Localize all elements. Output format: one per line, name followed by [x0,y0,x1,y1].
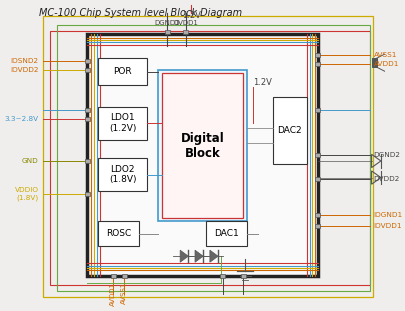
Text: GND: GND [22,158,39,164]
Bar [315,224,320,228]
Bar [273,97,307,164]
Bar [87,34,318,276]
Bar [183,30,188,35]
Bar [315,213,320,217]
Text: ROSC: ROSC [106,229,131,238]
Polygon shape [180,250,188,262]
Bar [241,274,246,278]
Bar [50,31,370,285]
Bar [111,274,116,278]
Bar [122,274,127,278]
Bar [98,221,139,246]
Text: DAC2: DAC2 [277,126,302,135]
Text: DVDD2: DVDD2 [373,176,400,182]
Bar [158,70,247,221]
Polygon shape [210,250,218,262]
Text: POR: POR [113,67,132,76]
Text: IOSND2: IOSND2 [11,58,39,64]
Text: VDDIO
(1.8V): VDDIO (1.8V) [15,188,39,201]
Text: 3.3~2.8V: 3.3~2.8V [5,116,39,122]
Text: DGND1: DGND1 [154,21,180,26]
Bar [315,62,320,66]
Bar [206,221,247,246]
Bar [85,59,90,63]
Bar [315,53,320,57]
Text: DGND2: DGND2 [373,152,401,158]
Text: Digital
Block: Digital Block [181,132,224,160]
Bar [43,16,373,297]
Text: DAC1: DAC1 [214,229,239,238]
Polygon shape [195,250,203,262]
Text: AVSS1: AVSS1 [373,52,397,58]
Text: IOVDD1: IOVDD1 [373,223,402,229]
Bar [85,117,90,121]
Bar [85,68,90,72]
Bar [58,25,370,291]
Bar [220,274,225,278]
Bar [315,177,320,181]
Bar [98,58,147,85]
Bar [371,58,377,67]
Text: AVDD1: AVDD1 [110,282,116,306]
Bar [165,30,170,35]
Bar [85,192,90,196]
Bar [85,108,90,112]
Text: AVSS1: AVSS1 [122,282,128,304]
Text: LDO1
(1.2V): LDO1 (1.2V) [109,114,136,133]
Text: 1.2V: 1.2V [253,78,271,87]
Text: IOVDD2: IOVDD2 [11,67,39,73]
Text: DVDD1: DVDD1 [173,21,198,26]
Text: MC-100 Chip System level Block Diagram: MC-100 Chip System level Block Diagram [39,8,242,18]
Text: LDO2
(1.8V): LDO2 (1.8V) [109,165,136,184]
Text: AVDD1: AVDD1 [373,61,399,67]
Bar [315,153,320,157]
Bar [98,107,147,140]
Text: 1.2V: 1.2V [182,11,201,20]
Bar [315,108,320,112]
Bar [162,73,243,218]
Bar [85,159,90,163]
Bar [98,158,147,191]
Text: IOGND1: IOGND1 [373,212,403,218]
